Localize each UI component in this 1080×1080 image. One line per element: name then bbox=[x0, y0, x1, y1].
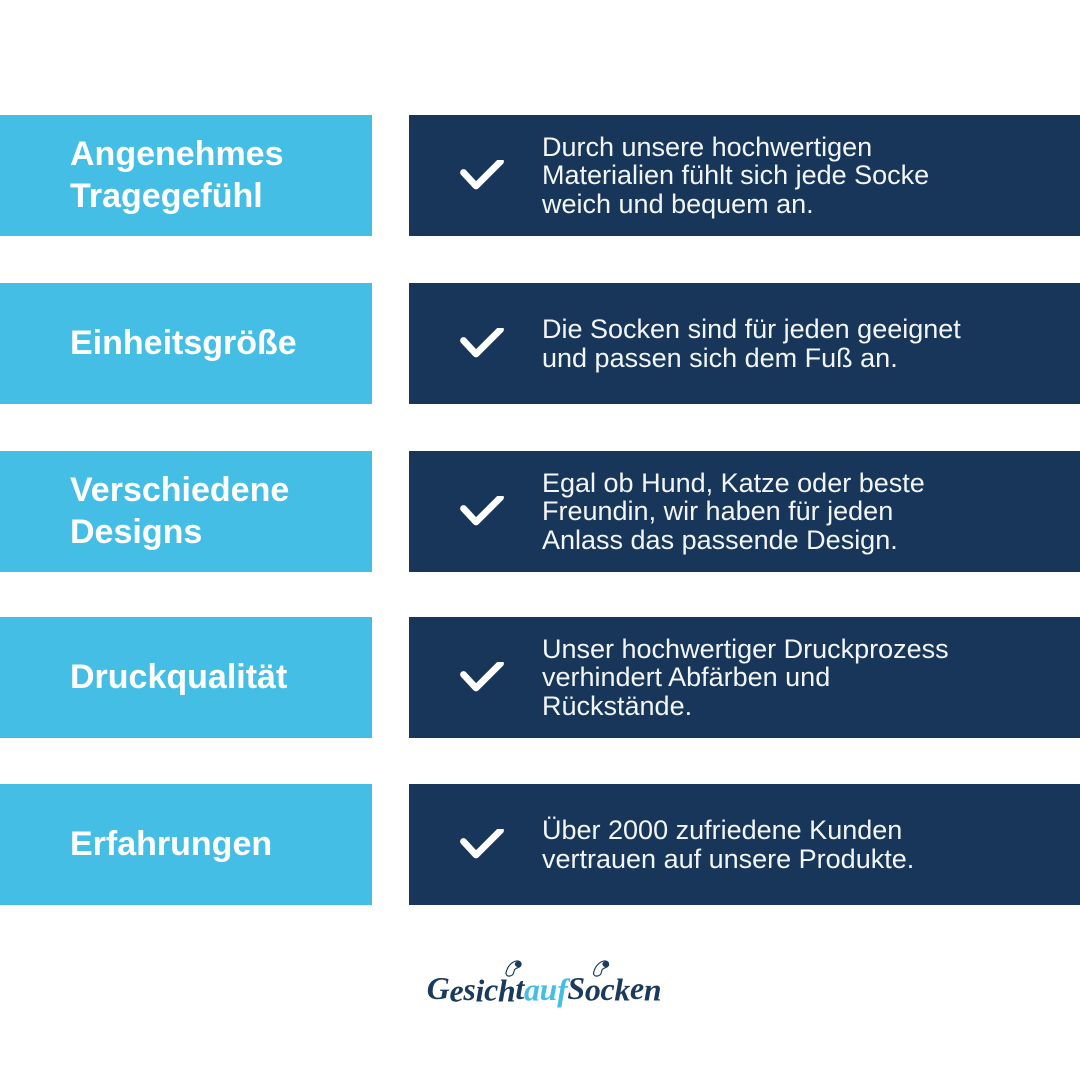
svg-text:GesichtaufSocken: GesichtaufSocken bbox=[427, 971, 662, 1009]
